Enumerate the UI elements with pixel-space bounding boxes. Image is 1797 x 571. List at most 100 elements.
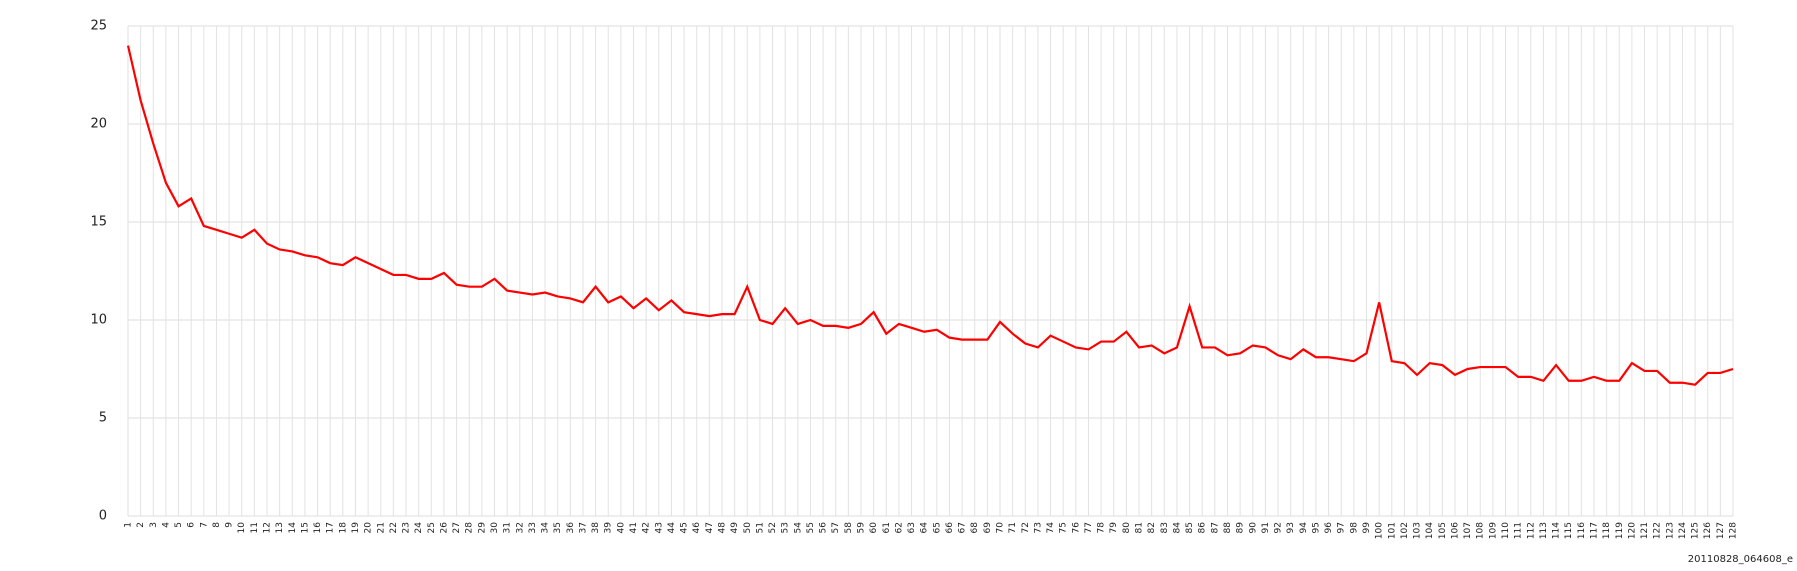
x-tick-label: 10 [237, 522, 247, 534]
x-tick-label: 119 [1615, 522, 1625, 539]
x-tick-label: 31 [503, 522, 513, 533]
x-tick-label: 118 [1602, 522, 1612, 539]
x-tick-label: 98 [1349, 522, 1359, 534]
x-tick-label: 32 [515, 522, 525, 533]
x-tick-label: 94 [1299, 522, 1309, 534]
x-tick-label: 88 [1223, 522, 1233, 534]
x-tick-label: 87 [1210, 522, 1220, 533]
x-tick-label: 59 [856, 522, 866, 534]
x-tick-label: 105 [1438, 522, 1448, 539]
x-tick-label: 120 [1627, 522, 1637, 539]
x-tick-label: 67 [958, 522, 968, 533]
x-tick-label: 115 [1564, 522, 1574, 539]
x-tick-label: 53 [781, 522, 791, 533]
x-tick-label: 22 [389, 522, 399, 533]
x-tick-label: 5 [174, 522, 184, 528]
x-tick-label: 6 [187, 522, 197, 528]
x-tick-label: 58 [844, 522, 854, 534]
x-tick-label: 68 [970, 522, 980, 534]
x-tick-label: 83 [1160, 522, 1170, 533]
x-tick-label: 11 [250, 522, 260, 533]
x-tick-label: 89 [1236, 522, 1246, 534]
x-tick-label: 39 [604, 522, 614, 534]
x-tick-label: 117 [1589, 522, 1599, 539]
x-tick-label: 36 [566, 522, 576, 534]
x-tick-label: 114 [1552, 522, 1562, 539]
x-tick-label: 9 [225, 522, 235, 528]
x-tick-label: 56 [819, 522, 829, 534]
x-tick-label: 24 [414, 522, 424, 534]
x-tick-label: 40 [616, 522, 626, 534]
x-tick-label: 113 [1539, 522, 1549, 539]
x-tick-label: 16 [313, 522, 323, 534]
x-tick-label: 23 [402, 522, 412, 533]
x-tick-label: 30 [490, 522, 500, 534]
x-tick-label: 81 [1135, 522, 1145, 533]
x-tick-label: 84 [1172, 522, 1182, 534]
x-tick-label: 80 [1122, 522, 1132, 534]
x-tick-label: 86 [1198, 522, 1208, 534]
x-tick-label: 123 [1665, 522, 1675, 539]
x-tick-label: 47 [705, 522, 715, 533]
x-tick-label: 93 [1286, 522, 1296, 533]
x-tick-label: 75 [1059, 522, 1069, 533]
x-tick-label: 102 [1400, 522, 1410, 539]
x-tick-label: 27 [452, 522, 462, 533]
footer: 20110828_064608_e [1688, 554, 1793, 565]
x-tick-label: 62 [894, 522, 904, 533]
x-tick-label: 43 [654, 522, 664, 533]
x-tick-label: 17 [326, 522, 336, 533]
x-tick-label: 122 [1653, 522, 1663, 539]
y-tick-label: 15 [90, 215, 107, 230]
x-tick-label: 97 [1337, 522, 1347, 533]
x-tick-label: 91 [1261, 522, 1271, 533]
x-tick-label: 29 [477, 522, 487, 534]
x-tick-label: 60 [869, 522, 879, 534]
x-tick-label: 37 [578, 522, 588, 533]
x-tick-label: 103 [1413, 522, 1423, 539]
x-tick-label: 85 [1185, 522, 1195, 533]
x-tick-label: 64 [920, 522, 930, 534]
x-tick-label: 28 [465, 522, 475, 534]
x-tick-label: 52 [768, 522, 778, 533]
x-tick-label: 3 [149, 522, 159, 528]
x-tick-label: 82 [1147, 522, 1157, 533]
x-tick-label: 77 [1084, 522, 1094, 533]
x-tick-label: 101 [1387, 522, 1397, 539]
x-tick-label: 107 [1463, 522, 1473, 539]
x-tick-label: 14 [288, 522, 298, 534]
x-tick-label: 108 [1476, 522, 1486, 539]
x-tick-label: 72 [1021, 522, 1031, 533]
x-tick-label: 46 [692, 522, 702, 534]
x-tick-label: 20 [364, 522, 374, 534]
x-tick-label: 66 [945, 522, 955, 534]
x-tick-label: 34 [541, 522, 551, 534]
x-tick-label: 2 [136, 522, 146, 528]
x-tick-label: 38 [591, 522, 601, 534]
x-tick-label: 44 [667, 522, 677, 534]
x-tick-label: 126 [1703, 522, 1713, 539]
x-tick-label: 7 [199, 522, 209, 528]
x-tick-label: 109 [1488, 522, 1498, 539]
x-tick-label: 41 [629, 522, 639, 533]
x-tick-label: 99 [1362, 522, 1372, 534]
x-tick-label: 51 [755, 522, 765, 533]
line [126, 45, 1734, 386]
x-tick-label: 70 [996, 522, 1006, 534]
y-tick-label: 5 [99, 411, 107, 426]
x-tick-label: 96 [1324, 522, 1334, 534]
x-tick-label: 26 [439, 522, 449, 534]
x-tick-label: 19 [351, 522, 361, 534]
y-tick-label: 0 [99, 509, 107, 524]
x-tick-label: 55 [806, 522, 816, 533]
x-tick-label: 110 [1501, 522, 1511, 539]
x-tick-label: 1 [124, 522, 134, 528]
x-tick-label: 8 [212, 522, 222, 528]
x-tick-label: 112 [1526, 522, 1536, 539]
x-tick-label: 61 [882, 522, 892, 533]
x-tick-label: 121 [1640, 522, 1650, 539]
x-tick-label: 100 [1375, 522, 1385, 539]
x-tick-label: 90 [1248, 522, 1258, 534]
